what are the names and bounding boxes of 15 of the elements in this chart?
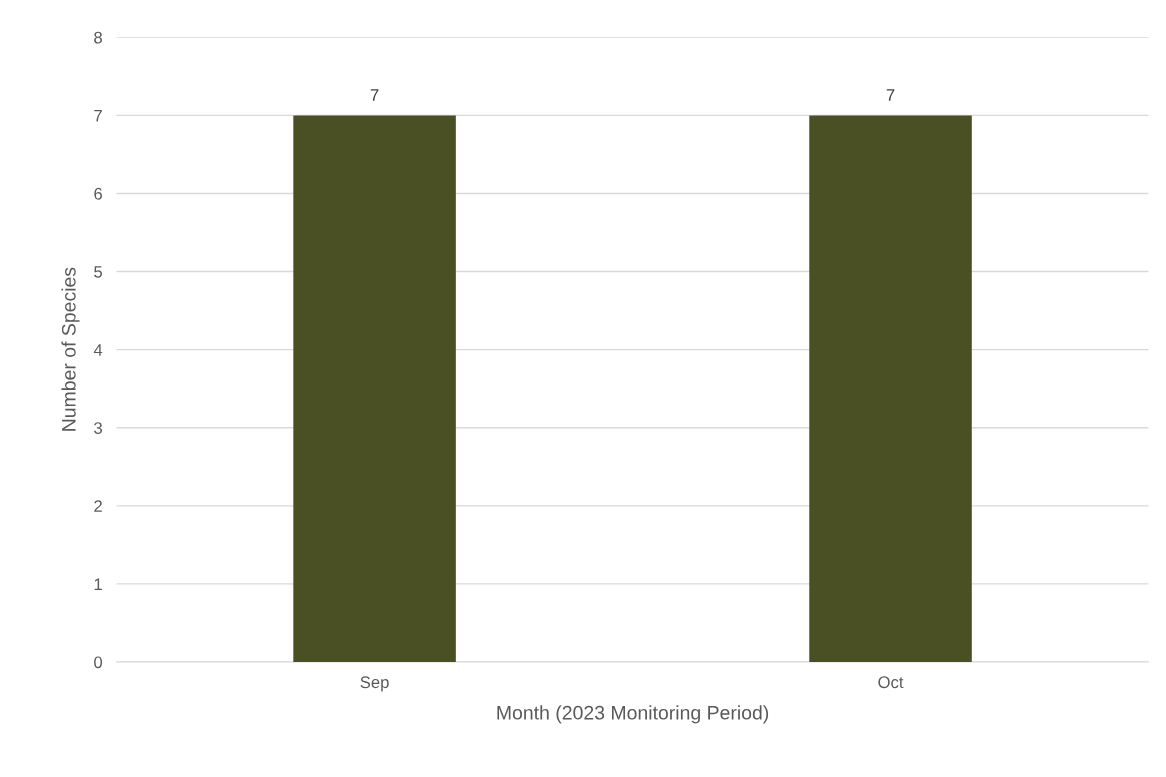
y-tick-label: 4 xyxy=(93,344,103,356)
x-tick-label: Sep xyxy=(360,676,389,692)
x-tick-label: Oct xyxy=(878,676,904,689)
y-tick-label: 3 xyxy=(94,422,102,434)
y-tick-label: 1 xyxy=(94,578,102,590)
y-tick-label: 2 xyxy=(94,500,102,512)
y-tick-label: 8 xyxy=(94,31,102,44)
y-tick-label: 7 xyxy=(94,109,102,122)
y-tick-label: 5 xyxy=(94,266,103,278)
data-label: 7 xyxy=(886,89,895,101)
x-axis-title: Month (2023 Monitoring Period) xyxy=(497,705,769,724)
y-tick-label: 6 xyxy=(94,187,102,200)
y-axis-title: Number of Species xyxy=(61,267,80,431)
y-tick-label: 0 xyxy=(94,656,103,669)
data-label: 7 xyxy=(370,89,379,101)
